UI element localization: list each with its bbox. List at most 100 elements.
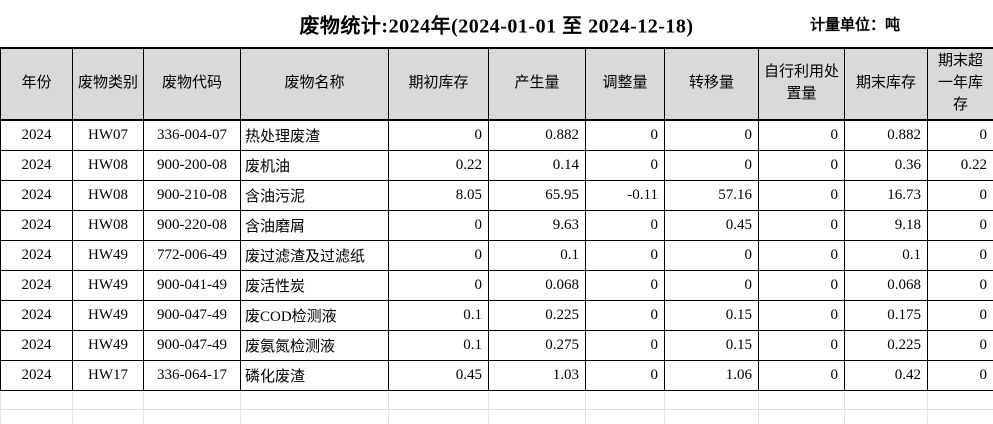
cell-waste-code: 900-047-49 <box>144 301 241 331</box>
cell-closing-stock: 16.73 <box>845 181 928 211</box>
cell-adjusted: 0 <box>586 241 665 271</box>
column-header-waste-name: 废物名称 <box>241 48 389 120</box>
cell-opening-stock: 0 <box>389 120 489 151</box>
cell-waste-code: 900-041-49 <box>144 271 241 301</box>
ghost-cell <box>845 410 928 424</box>
cell-generated: 0.275 <box>489 331 586 361</box>
cell-transferred: 0.45 <box>665 211 759 241</box>
cell-generated: 1.03 <box>489 361 586 391</box>
column-header-self-disposal: 自行利用处置量 <box>759 48 845 120</box>
cell-year: 2024 <box>1 301 73 331</box>
cell-waste-code: 900-210-08 <box>144 181 241 211</box>
cell-year: 2024 <box>1 120 73 151</box>
cell-year: 2024 <box>1 151 73 181</box>
ghost-cell <box>759 391 845 410</box>
cell-adjusted: -0.11 <box>586 181 665 211</box>
cell-waste-code: 900-220-08 <box>144 211 241 241</box>
cell-waste-name: 含油磨屑 <box>241 211 389 241</box>
cell-closing-stock: 0.36 <box>845 151 928 181</box>
cell-generated: 65.95 <box>489 181 586 211</box>
ghost-cell <box>489 391 586 410</box>
cell-year: 2024 <box>1 181 73 211</box>
table-header-row: 年份废物类别废物代码废物名称期初库存产生量调整量转移量自行利用处置量期末库存期末… <box>1 48 993 120</box>
cell-waste-name: 含油污泥 <box>241 181 389 211</box>
cell-waste-category: HW08 <box>73 151 144 181</box>
cell-waste-name: 热处理废渣 <box>241 120 389 151</box>
cell-transferred: 0 <box>665 151 759 181</box>
cell-over-one-year-stock: 0 <box>928 181 993 211</box>
cell-adjusted: 0 <box>586 361 665 391</box>
cell-over-one-year-stock: 0 <box>928 361 993 391</box>
cell-year: 2024 <box>1 361 73 391</box>
cell-opening-stock: 0.45 <box>389 361 489 391</box>
cell-self-disposal: 0 <box>759 181 845 211</box>
ghost-body <box>1 391 993 424</box>
cell-waste-category: HW49 <box>73 271 144 301</box>
cell-waste-name: 废活性炭 <box>241 271 389 301</box>
cell-adjusted: 0 <box>586 271 665 301</box>
ghost-cell <box>1 391 73 410</box>
cell-waste-category: HW08 <box>73 181 144 211</box>
cell-waste-name: 废过滤渣及过滤纸 <box>241 241 389 271</box>
cell-waste-name: 废COD检测液 <box>241 301 389 331</box>
cell-closing-stock: 0.175 <box>845 301 928 331</box>
cell-waste-name: 废氨氮检测液 <box>241 331 389 361</box>
ghost-cell <box>241 410 389 424</box>
cell-self-disposal: 0 <box>759 241 845 271</box>
cell-adjusted: 0 <box>586 151 665 181</box>
column-header-waste-category: 废物类别 <box>73 48 144 120</box>
cell-opening-stock: 0 <box>389 271 489 301</box>
cell-year: 2024 <box>1 331 73 361</box>
cell-opening-stock: 0.1 <box>389 331 489 361</box>
column-header-over-one-year-stock: 期末超一年库存 <box>928 48 993 120</box>
cell-over-one-year-stock: 0 <box>928 331 993 361</box>
cell-waste-code: 772-006-49 <box>144 241 241 271</box>
column-header-closing-stock: 期末库存 <box>845 48 928 120</box>
cell-opening-stock: 0 <box>389 211 489 241</box>
cell-adjusted: 0 <box>586 120 665 151</box>
cell-adjusted: 0 <box>586 211 665 241</box>
cell-self-disposal: 0 <box>759 361 845 391</box>
cell-transferred: 57.16 <box>665 181 759 211</box>
cell-opening-stock: 8.05 <box>389 181 489 211</box>
cell-waste-code: 900-200-08 <box>144 151 241 181</box>
ghost-cell <box>389 410 489 424</box>
cell-adjusted: 0 <box>586 301 665 331</box>
ghost-cell <box>665 410 759 424</box>
ghost-cell <box>665 391 759 410</box>
ghost-cell <box>586 410 665 424</box>
cell-over-one-year-stock: 0.22 <box>928 151 993 181</box>
cell-waste-name: 磷化废渣 <box>241 361 389 391</box>
cell-generated: 0.882 <box>489 120 586 151</box>
ghost-cell <box>73 410 144 424</box>
cell-generated: 9.63 <box>489 211 586 241</box>
cell-year: 2024 <box>1 211 73 241</box>
cell-over-one-year-stock: 0 <box>928 241 993 271</box>
cell-closing-stock: 0.1 <box>845 241 928 271</box>
cell-adjusted: 0 <box>586 331 665 361</box>
cell-self-disposal: 0 <box>759 301 845 331</box>
cell-self-disposal: 0 <box>759 331 845 361</box>
cell-closing-stock: 0.882 <box>845 120 928 151</box>
cell-waste-code: 336-004-07 <box>144 120 241 151</box>
cell-waste-category: HW07 <box>73 120 144 151</box>
cell-transferred: 0.15 <box>665 301 759 331</box>
cell-waste-category: HW49 <box>73 331 144 361</box>
cell-transferred: 0 <box>665 271 759 301</box>
unit-label: 计量单位：吨 <box>810 13 900 34</box>
ghost-cell <box>928 391 993 410</box>
ghost-cell <box>1 410 73 424</box>
cell-over-one-year-stock: 0 <box>928 271 993 301</box>
cell-generated: 0.14 <box>489 151 586 181</box>
title-bar: 废物统计:2024年(2024-01-01 至 2024-12-18) 计量单位… <box>0 0 993 47</box>
ghost-cell <box>73 391 144 410</box>
ghost-cell <box>241 391 389 410</box>
ghost-row <box>1 410 993 424</box>
cell-waste-category: HW49 <box>73 301 144 331</box>
ghost-row <box>1 391 993 410</box>
